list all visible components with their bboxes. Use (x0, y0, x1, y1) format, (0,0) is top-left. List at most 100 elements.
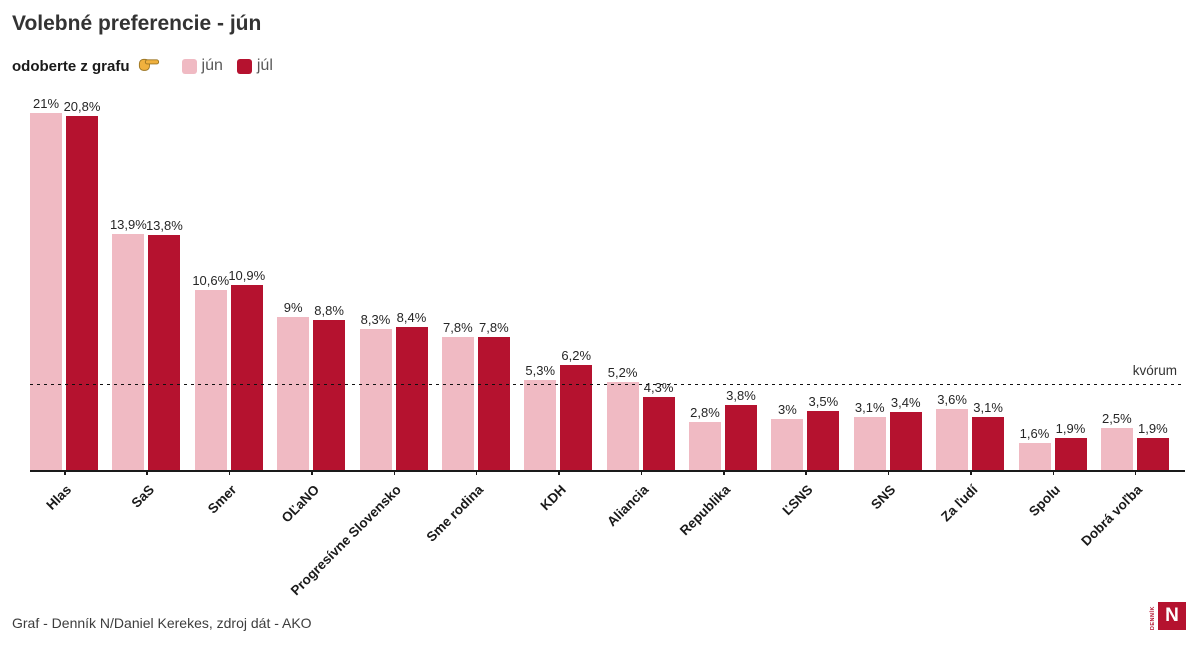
bar-jún-Spolu[interactable]: 1,6% (1018, 426, 1051, 470)
value-label: 9% (283, 300, 303, 315)
credit-text: Graf - Denník N/Daniel Kerekes, zdroj dá… (12, 615, 312, 631)
legend-item-júl[interactable]: júl (236, 57, 273, 75)
value-label: 1,9% (1138, 420, 1168, 436)
axis-tick (887, 470, 890, 475)
value-label: 5,2% (607, 364, 638, 380)
category-label: Republika (677, 482, 734, 539)
category-label: SaS (128, 482, 157, 511)
bar-júl-Hlas[interactable]: 20,8% (64, 99, 100, 470)
bar-jún-KDH[interactable]: 5,3% (524, 363, 557, 470)
bar-jún-Za ľudí[interactable]: 3,6% (936, 392, 969, 470)
value-label: 5,3% (525, 362, 556, 378)
value-label: 1,9% (1055, 420, 1086, 436)
bar-jún-Republika[interactable]: 2,8% (689, 405, 721, 470)
bar-chart: 21% 20,8% Hlas 13,9% 13,8% SaS 10,6% 10,9% Smer 9… (30, 96, 1185, 598)
bar-júl-KDH[interactable]: 6,2% (560, 348, 593, 470)
bar-group-ĽSNS: 3% 3,5% ĽSNS (771, 112, 840, 518)
bar-groups: 21% 20,8% Hlas 13,9% 13,8% SaS 10,6% 10,9% Smer 9… (30, 96, 1169, 598)
value-label: 8,3% (360, 311, 391, 327)
legend-label: júl (256, 57, 273, 74)
bar-group-Dobrá voľba: 2,5% 1,9% Dobrá voľba (1079, 112, 1169, 549)
category-label: Dobrá voľba (1078, 482, 1146, 549)
dennik-n-logo-letter: N (1158, 602, 1186, 630)
category-label: ĽSNS (779, 482, 816, 519)
bar-jún-OĽaNO[interactable]: 9% (277, 300, 310, 470)
bar-jún-ĽSNS[interactable]: 3% (771, 402, 804, 470)
bar-júl-Sme rodina[interactable]: 7,8% (477, 320, 510, 470)
bar-júl-Progresívne Slovensko[interactable]: 8,4% (395, 310, 428, 470)
bar-júl-SNS[interactable]: 3,4% (889, 395, 922, 470)
axis-tick (558, 470, 560, 475)
bar-júl-Spolu[interactable]: 1,9% (1054, 421, 1087, 470)
bar-júl-SaS[interactable]: 13,8% (146, 218, 183, 470)
axis-tick (1052, 470, 1054, 475)
bar-júl-ĽSNS[interactable]: 3,5% (807, 394, 840, 470)
value-label: 13,9% (109, 216, 147, 232)
bar-group-OĽaNO: 9% 8,8% OĽaNO (277, 112, 346, 525)
axis-tick (723, 470, 725, 475)
bar-jún-SaS[interactable]: 13,9% (110, 217, 147, 470)
page-title: Volebné preferencie - jún (12, 12, 262, 35)
bar-júl-Republika[interactable]: 3,8% (725, 388, 757, 470)
bar-group-Za ľudí: 3,6% 3,1% Za ľudí (936, 112, 1005, 524)
value-label: 3,1% (973, 400, 1003, 416)
value-label: 4,3% (643, 379, 674, 395)
bar-jún-Dobrá voľba[interactable]: 2,5% (1100, 411, 1133, 470)
axis-tick (805, 470, 807, 475)
quorum-line (30, 383, 1185, 385)
category-label: Za ľudí (938, 482, 981, 525)
axis-tick (228, 470, 231, 475)
value-label: 7,8% (443, 320, 473, 336)
bar-group-Aliancia: 5,2% 4,3% Aliancia (604, 112, 675, 529)
category-label: Spolu (1025, 482, 1064, 520)
axis-tick (64, 470, 66, 475)
bar-júl-Za ľudí[interactable]: 3,1% (972, 400, 1005, 470)
bar-júl-Smer[interactable]: 10,9% (228, 268, 265, 470)
pointing-hand-icon (138, 55, 160, 77)
axis-tick (640, 470, 643, 475)
bar-group-KDH: 5,3% 6,2% KDH (524, 112, 593, 513)
legend-hint-label: odoberte z grafu (12, 57, 130, 75)
bar-jún-Smer[interactable]: 10,6% (192, 273, 229, 470)
legend-swatch-júl (236, 58, 252, 74)
bar-group-Hlas: 21% 20,8% Hlas (30, 96, 100, 513)
axis-tick (970, 470, 972, 475)
category-label: Smer (204, 482, 240, 517)
category-label: SNS (868, 482, 899, 513)
value-label: 8,4% (396, 310, 427, 326)
bar-group-Progresívne Slovensko: 8,3% 8,4% Progresívne Slovensko (288, 112, 428, 598)
value-label: 21% (32, 96, 60, 111)
bar-jún-Sme rodina[interactable]: 7,8% (441, 320, 474, 470)
value-label: 3% (777, 402, 797, 417)
value-label: 3,1% (854, 400, 885, 416)
value-label: 2,5% (1102, 410, 1132, 426)
value-label: 10,9% (228, 267, 266, 283)
x-axis-line (30, 470, 1185, 472)
bar-júl-Aliancia[interactable]: 4,3% (642, 380, 675, 470)
bar-jún-Hlas[interactable]: 21% (30, 96, 62, 470)
legend-swatch-jún (181, 58, 197, 74)
bar-jún-Aliancia[interactable]: 5,2% (606, 365, 639, 470)
bar-group-Spolu: 1,6% 1,9% Spolu (1018, 112, 1087, 519)
bar-jún-SNS[interactable]: 3,1% (853, 400, 886, 470)
axis-tick (1134, 470, 1137, 475)
category-label: Hlas (43, 482, 75, 513)
value-label: 1,6% (1019, 425, 1050, 441)
axis-tick (475, 470, 478, 475)
value-label: 2,8% (690, 405, 720, 421)
category-label: Sme rodina (423, 482, 487, 545)
value-label: 8,8% (314, 303, 344, 319)
bar-júl-Dobrá voľba[interactable]: 1,9% (1136, 421, 1169, 470)
value-label: 7,8% (479, 320, 509, 336)
value-label: 3,5% (808, 393, 839, 409)
value-label: 10,6% (192, 272, 230, 288)
bar-group-SNS: 3,1% 3,4% SNS (853, 112, 922, 512)
bar-jún-Progresívne Slovensko[interactable]: 8,3% (359, 312, 392, 470)
chart-controls: odoberte z grafu jún júl (12, 56, 273, 76)
dennik-n-logo-wordmark: DENNÍK (1149, 605, 1156, 630)
legend-item-jún[interactable]: jún (181, 57, 223, 75)
bar-group-SaS: 13,9% 13,8% SaS (110, 112, 183, 511)
bar-júl-OĽaNO[interactable]: 8,8% (313, 303, 346, 470)
value-label: 3,8% (726, 388, 756, 404)
